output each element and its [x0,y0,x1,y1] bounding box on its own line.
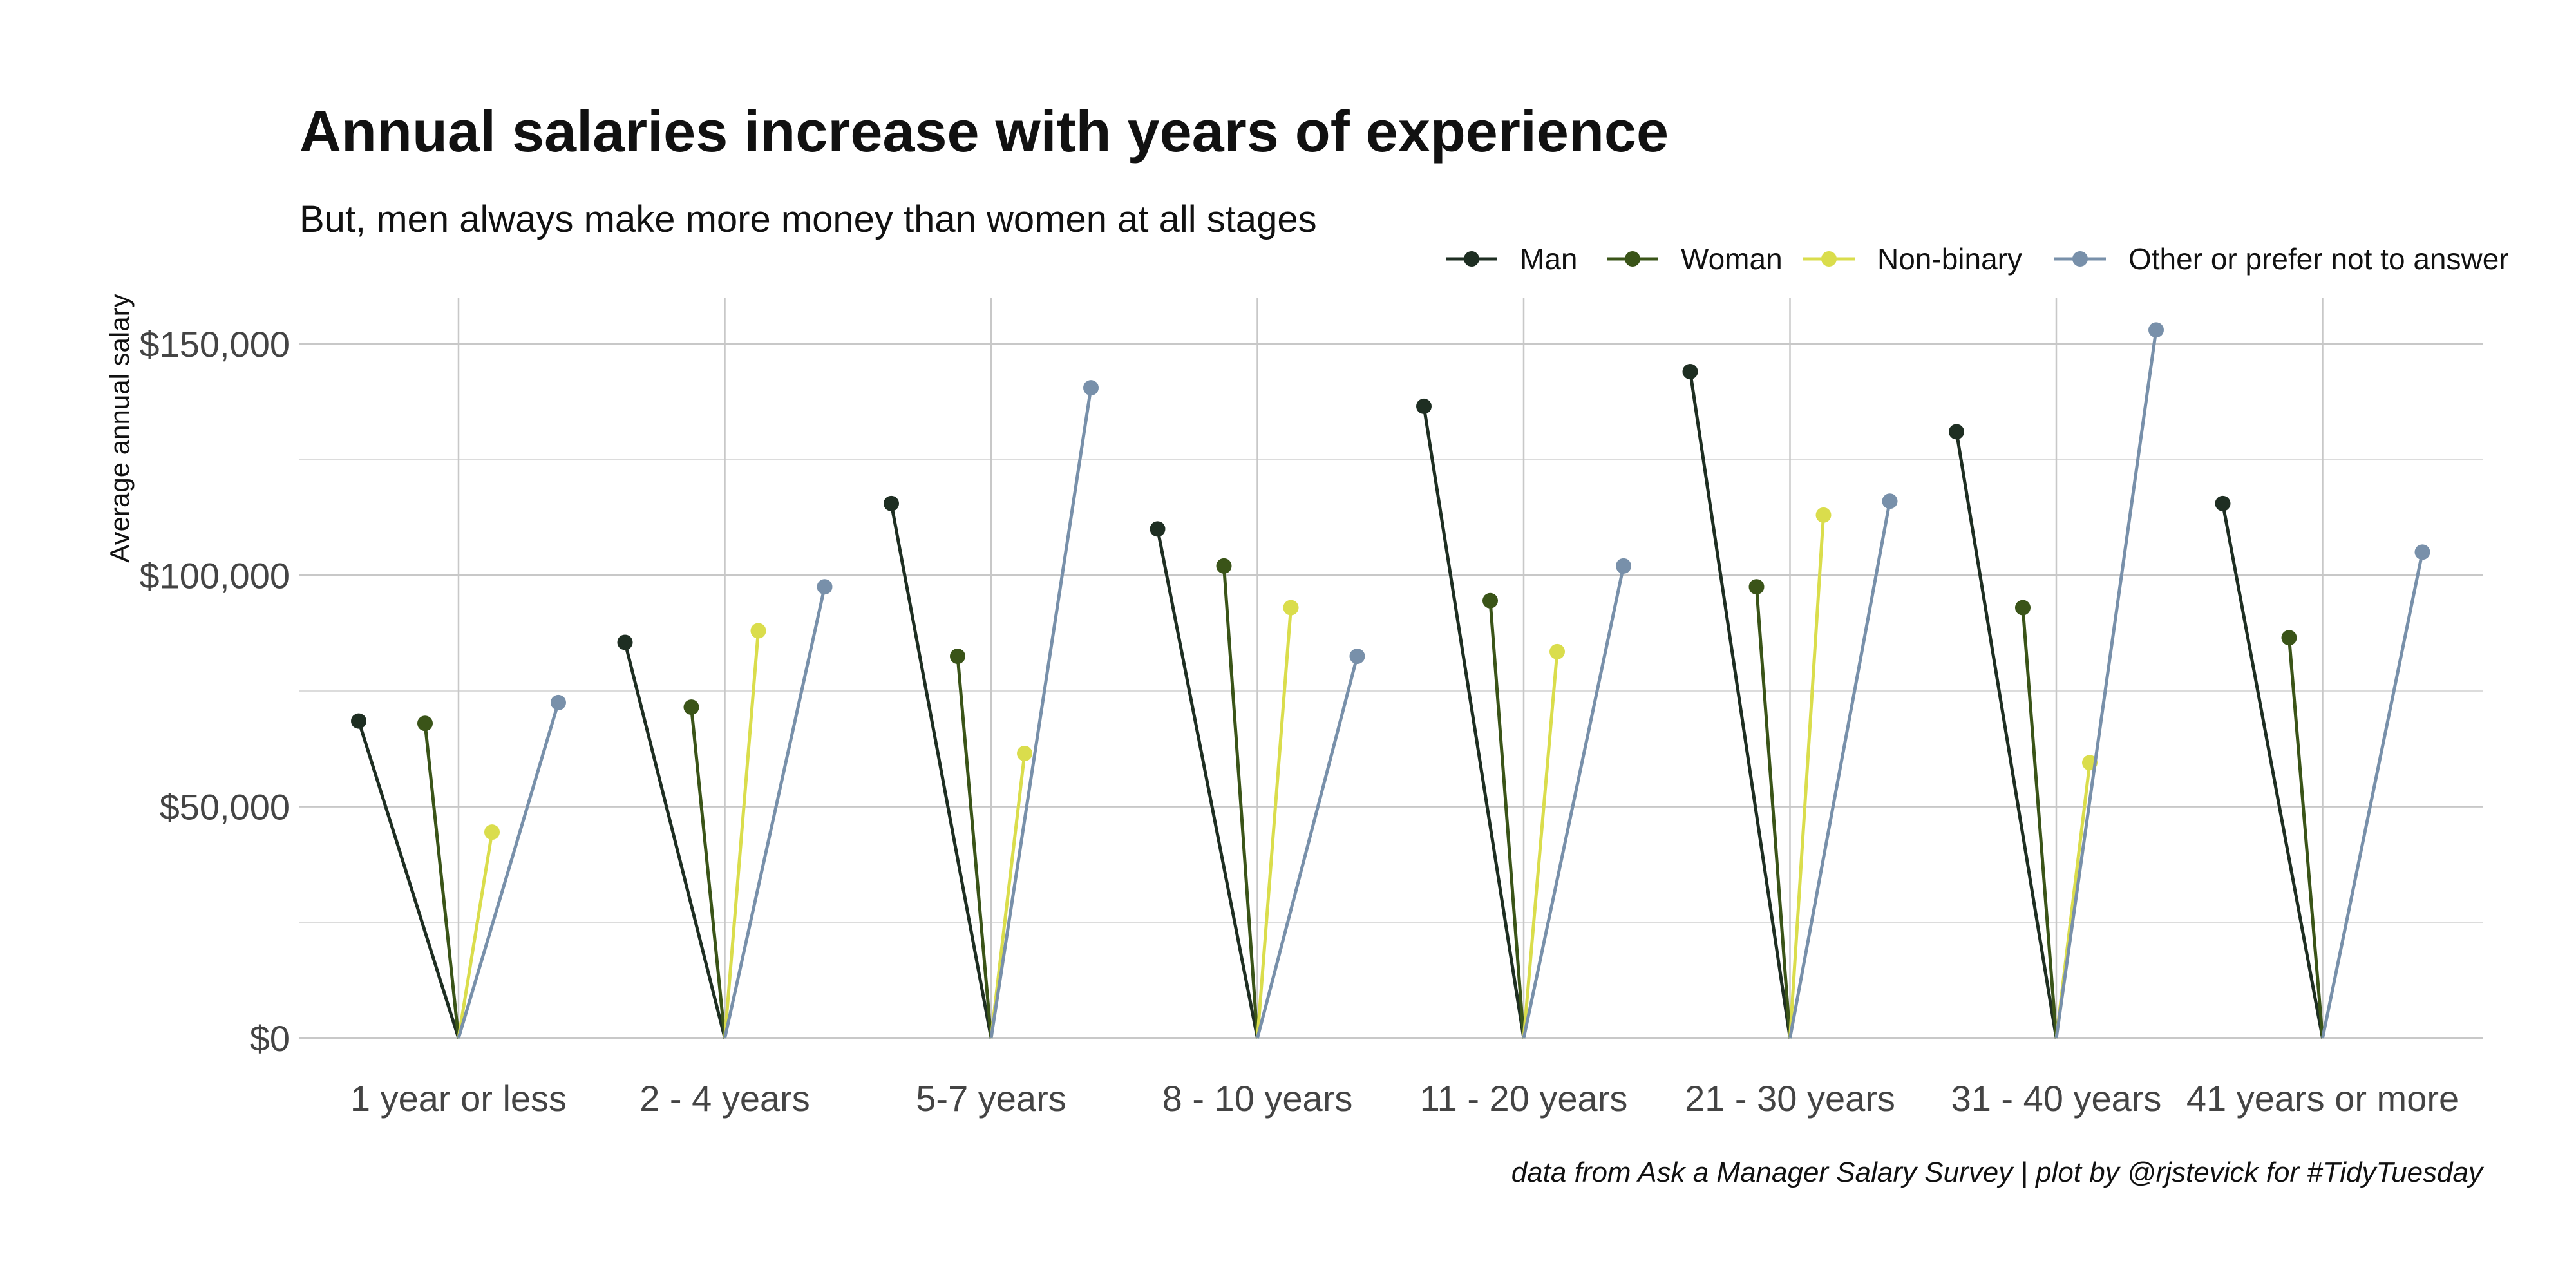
legend: Man Woman Non-binary Other or prefer not to… [1446,242,2509,276]
series-line [2021,607,2058,1039]
x-tick-label: 41 years or more [2186,1078,2459,1119]
data-point [2281,630,2297,646]
series-line [889,503,993,1039]
data-point [1815,507,1832,523]
data-point [551,694,566,710]
legend-label: Man [1520,242,1577,276]
data-point [1349,649,1365,665]
data-point [1882,493,1898,509]
series-line [1422,406,1526,1039]
legend-item: Other or prefer not to answer [2054,242,2509,276]
legend-item: Man [1446,242,1577,276]
series-line [1522,651,1559,1039]
data-point [683,699,699,715]
series-line [1156,528,1259,1039]
series-line [989,387,1093,1039]
series-line [357,720,460,1039]
data-point [1017,745,1032,761]
data-point [1616,558,1631,574]
series-line [723,630,760,1039]
grid: $0 $50,000 $100,000 $150,000 1 year or less 2… [139,298,2483,1119]
series-line [457,831,494,1039]
chart-title: Annual salaries increase with years of e… [299,100,1669,164]
data-point [950,649,965,665]
legend-marker [1625,251,1640,267]
y-tick-label: $0 [250,1018,290,1059]
data-point [1549,643,1565,659]
y-axis-label: Average annual salary [104,294,135,562]
y-tick-label: $50,000 [160,787,290,828]
series-line [1689,371,1792,1039]
y-tick-label: $150,000 [139,324,290,365]
data-point [1083,380,1099,396]
legend-marker [2072,251,2088,267]
data-point [2215,495,2231,511]
data-point [1283,600,1299,616]
legend-item: Woman [1607,242,1783,276]
legend-label: Woman [1681,242,1783,276]
data-point [884,495,899,511]
x-tick-label: 31 - 40 years [1951,1078,2162,1119]
data-point [1748,579,1765,595]
data-point [1482,592,1498,609]
series-line [723,586,826,1039]
series-line [1788,500,1891,1039]
data-point [2148,322,2164,338]
series-line [1755,587,1792,1039]
series-man [351,364,2324,1039]
x-tick-label: 5-7 years [916,1078,1066,1119]
data-point [817,579,833,595]
data-point [1682,364,1698,379]
series-line [1488,600,1526,1039]
series-line [1256,607,1293,1039]
legend-label: Non-binary [1877,242,2022,276]
y-tick-label: $100,000 [139,555,290,596]
series-line [1955,431,2058,1039]
series-woman [417,558,2324,1039]
series-line [2054,329,2158,1039]
series-line [2287,638,2324,1039]
series-line [1256,656,1359,1039]
caption: data from Ask a Manager Salary Survey | … [1511,1157,2485,1188]
data-point [2015,600,2031,616]
series-line [1522,565,1625,1039]
data-point [617,634,633,650]
data-point [484,824,500,840]
data-point [750,623,766,639]
series-non-binary [457,507,2098,1039]
x-tick-label: 11 - 20 years [1420,1078,1628,1119]
x-tick-label: 1 year or less [350,1078,567,1119]
legend-item: Non-binary [1803,242,2022,276]
series-line [989,753,1027,1039]
legend-label: Other or prefer not to answer [2128,242,2509,276]
plot-area [351,322,2430,1039]
series-line [2321,551,2424,1039]
data-point [1150,521,1166,537]
data-point [1949,424,1964,440]
series-line [423,723,460,1039]
x-tick-label: 8 - 10 years [1162,1078,1353,1119]
series-line [623,641,726,1039]
series-line [1788,515,1825,1039]
series-line [956,656,993,1039]
data-point [1216,558,1232,574]
data-point [2414,544,2430,560]
x-tick-label: 21 - 30 years [1685,1078,1895,1119]
series-other-or-prefer-not-to-answer [457,322,2430,1039]
chart-subtitle: But, men always make more money than wom… [299,198,1317,240]
series-line [2221,503,2324,1039]
x-tick-label: 2 - 4 years [639,1078,810,1119]
data-point [351,713,366,729]
legend-marker [1821,251,1837,267]
data-point [1416,398,1432,414]
series-line [690,706,726,1039]
legend-marker [1464,251,1479,267]
series-line [1222,565,1259,1039]
data-point [417,715,433,732]
series-line [457,702,560,1039]
